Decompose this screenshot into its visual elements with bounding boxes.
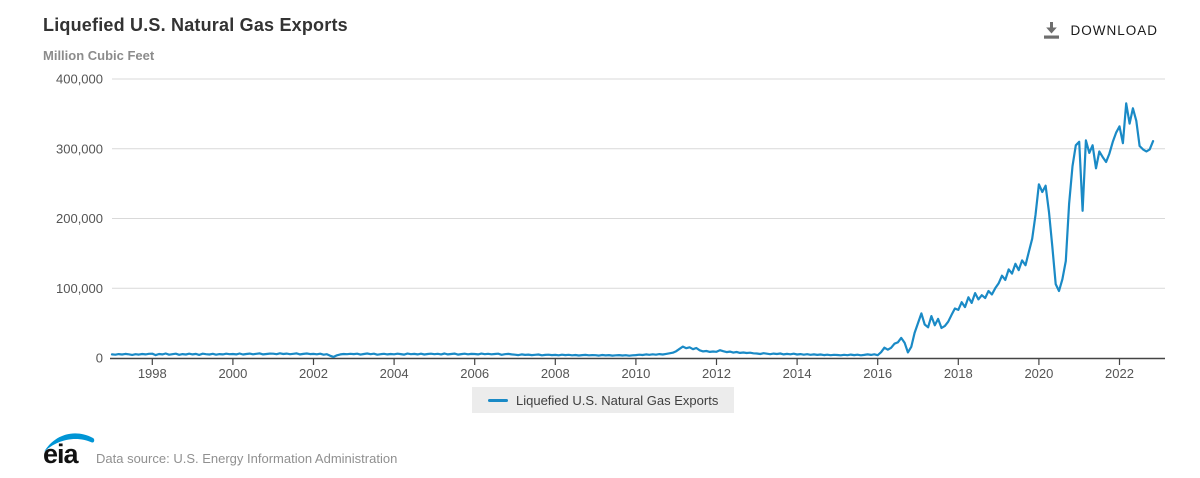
eia-logo-swoosh bbox=[44, 433, 95, 452]
x-tick-label: 2020 bbox=[1024, 366, 1053, 381]
x-tick-label: 2014 bbox=[783, 366, 812, 381]
x-tick-label: 2008 bbox=[541, 366, 570, 381]
y-tick-label: 200,000 bbox=[56, 211, 103, 226]
y-tick-label: 400,000 bbox=[56, 72, 103, 87]
series-line-lng-exports bbox=[110, 102, 1155, 358]
download-button[interactable]: DOWNLOAD bbox=[1042, 21, 1158, 40]
eia-logo-text: eia bbox=[43, 439, 80, 468]
x-tick-label: 2016 bbox=[863, 366, 892, 381]
y-tick-label: 100,000 bbox=[56, 281, 103, 296]
legend[interactable]: Liquefied U.S. Natural Gas Exports bbox=[472, 387, 735, 413]
chart-title: Liquefied U.S. Natural Gas Exports bbox=[43, 15, 348, 35]
x-tick-label: 2018 bbox=[944, 366, 973, 381]
legend-line-swatch bbox=[488, 398, 508, 402]
x-tick-label: 2012 bbox=[702, 366, 731, 381]
x-tick-label: 2006 bbox=[460, 366, 489, 381]
download-icon bbox=[1044, 22, 1060, 39]
eia-logo: eia bbox=[43, 433, 95, 468]
x-tick-label: 2010 bbox=[621, 366, 650, 381]
legend-label: Liquefied U.S. Natural Gas Exports bbox=[516, 392, 719, 408]
y-tick-label: 300,000 bbox=[56, 141, 103, 156]
data-source-text: Data source: U.S. Energy Information Adm… bbox=[96, 451, 398, 466]
x-tick-label: 2004 bbox=[380, 366, 409, 381]
download-label: DOWNLOAD bbox=[1070, 23, 1158, 38]
y-tick-label: 0 bbox=[96, 351, 103, 366]
chart-unit-label: Million Cubic Feet bbox=[43, 48, 155, 63]
x-tick-label: 2000 bbox=[218, 366, 247, 381]
x-tick-label: 2022 bbox=[1105, 366, 1134, 381]
x-tick-label: 1998 bbox=[138, 366, 167, 381]
x-tick-label: 2002 bbox=[299, 366, 328, 381]
